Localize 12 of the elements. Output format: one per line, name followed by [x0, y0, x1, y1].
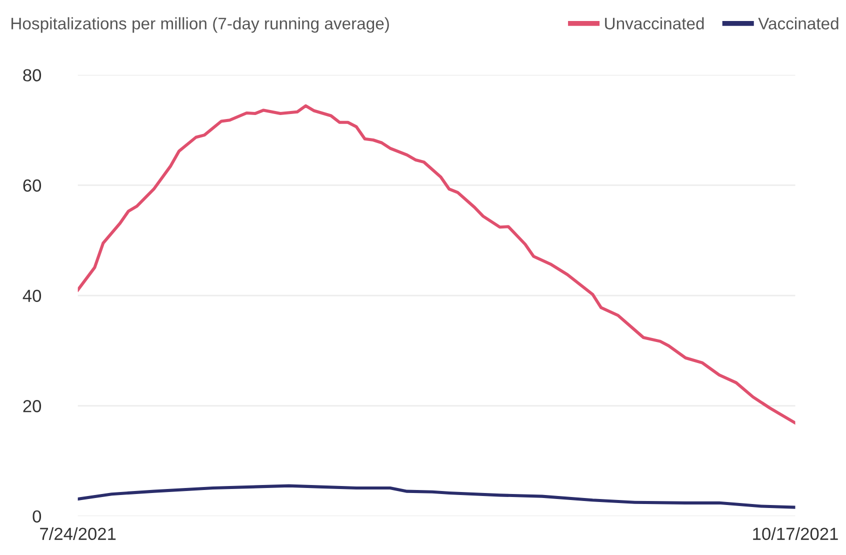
line-series: [78, 104, 796, 424]
y-tick-label: 60: [23, 179, 42, 192]
x-tick-label: 7/24/2021: [40, 527, 116, 540]
y-tick-label: 40: [22, 290, 42, 302]
x-tick-label: 10/17/2021: [753, 527, 838, 540]
y-tick-label: 80: [23, 69, 42, 82]
y-tick-label: 0: [32, 510, 42, 523]
line-series: [78, 484, 796, 509]
legend-label: Unvaccinated: [605, 17, 704, 30]
y-tick-label: 20: [23, 400, 42, 412]
legend-label: Vaccinated: [758, 17, 838, 30]
y-axis-title: Hospitalizations per million (7-day running average): [12, 17, 389, 33]
